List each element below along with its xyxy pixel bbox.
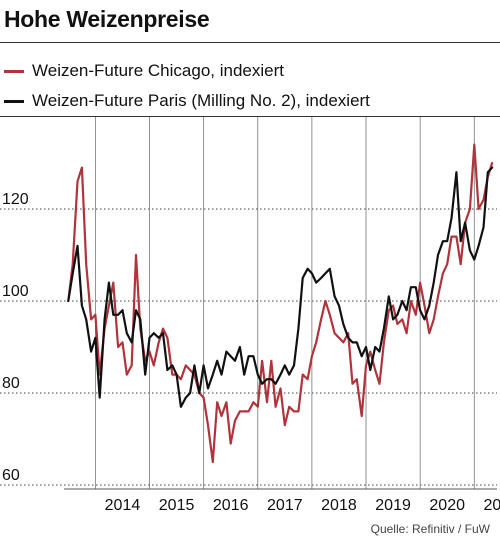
x-tick-label-2020: 2020 [429, 497, 465, 514]
legend-swatch-chicago [4, 69, 24, 73]
x-tick-label-2019: 2019 [375, 497, 411, 514]
y-tick-label-80: 80 [2, 375, 20, 392]
x-tick-label-2015: 2015 [159, 497, 195, 514]
x-tick-label-2018: 2018 [321, 497, 357, 514]
y-tick-label-60: 60 [2, 467, 20, 484]
legend-item-paris: Weizen-Future Paris (Milling No. 2), ind… [4, 86, 370, 116]
x-tick-label-2014: 2014 [105, 497, 141, 514]
series-line-chicago [67, 143, 494, 464]
line-chart: 60 80 100 120 2014 2015 2016 2017 2018 2019 2020 20… [0, 117, 500, 514]
y-tick-label-100: 100 [2, 283, 29, 300]
source-note: Quelle: Refinitiv / FuW [370, 522, 490, 536]
legend-item-chicago: Weizen-Future Chicago, indexiert [4, 56, 370, 86]
title-divider [0, 42, 500, 43]
legend-swatch-paris [4, 99, 24, 103]
x-tick-label-2016: 2016 [213, 497, 249, 514]
x-tick-label-2017: 2017 [267, 497, 303, 514]
x-tick-label-2021: 2021 [484, 497, 500, 514]
chart-legend: Weizen-Future Chicago, indexiert Weizen-… [4, 56, 370, 116]
legend-label-chicago: Weizen-Future Chicago, indexiert [32, 61, 284, 80]
y-tick-label-120: 120 [2, 191, 29, 208]
chart-title: Hohe Weizenpreise [4, 6, 210, 32]
series-line-paris [67, 166, 494, 408]
legend-label-paris: Weizen-Future Paris (Milling No. 2), ind… [32, 91, 370, 110]
legend-divider [0, 116, 500, 117]
